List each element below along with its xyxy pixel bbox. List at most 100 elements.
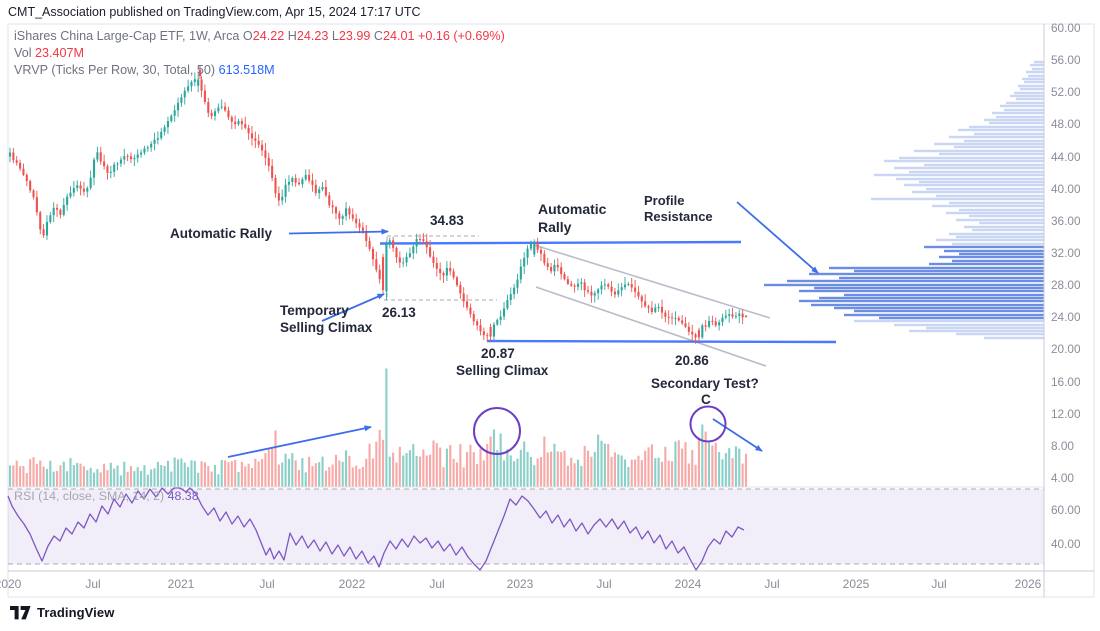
volume-bar: [311, 466, 314, 487]
candle-body: [368, 240, 371, 249]
candle-body: [392, 240, 395, 248]
volume-profile-row: [989, 121, 1044, 125]
candle-body: [183, 90, 186, 98]
volume-profile-row: [952, 242, 1044, 246]
volume-profile-row: [926, 326, 1044, 330]
candle-body: [583, 282, 586, 291]
candle-body: [29, 181, 32, 191]
candle-body: [311, 180, 314, 185]
volume-bar: [76, 462, 79, 487]
candle-body: [526, 248, 529, 258]
candle-body: [227, 110, 230, 118]
volume-bar: [106, 470, 109, 487]
volume-bar: [62, 461, 65, 487]
candle-body: [176, 102, 180, 111]
candle-body: [449, 267, 452, 272]
candle-body: [180, 97, 183, 103]
candle-body: [623, 284, 627, 288]
volume-bar: [509, 455, 512, 487]
candle-body: [12, 152, 15, 161]
volume-profile-row: [844, 313, 1044, 317]
volume-bar: [442, 467, 445, 487]
volume-bar: [200, 461, 203, 487]
volume-profile-row: [936, 194, 1044, 198]
volume-bar: [56, 471, 59, 487]
candle-body: [452, 271, 455, 278]
candle-body: [308, 174, 311, 181]
volume-bar: [486, 443, 489, 487]
tradingview-brand: TradingView: [37, 605, 115, 620]
candle-body: [556, 264, 559, 268]
volume-bar: [371, 458, 375, 487]
volume-bar: [66, 471, 69, 487]
volume-bar: [109, 462, 112, 487]
volume-profile-row: [954, 145, 1044, 149]
volume-bar: [623, 459, 627, 487]
candle-body: [143, 148, 146, 153]
candle-body: [718, 322, 721, 326]
volume-profile-row: [939, 152, 1044, 156]
volume-profile-row: [944, 249, 1044, 253]
volume-profile-row: [956, 218, 1044, 222]
candle-body: [207, 101, 210, 113]
candle-body: [234, 121, 237, 125]
volume-bar: [217, 474, 220, 487]
candle-body: [681, 320, 684, 324]
volume-bar: [546, 452, 549, 487]
candle-body: [62, 204, 65, 215]
candle-body: [213, 111, 217, 117]
candle-body: [42, 229, 45, 236]
volume-bar: [533, 465, 536, 487]
candle-body: [660, 307, 664, 313]
volume-bar: [133, 471, 136, 487]
candle-body: [150, 143, 153, 148]
candle-body: [22, 168, 25, 175]
tradingview-footer[interactable]: TradingView: [10, 605, 114, 620]
volume-profile-row: [874, 173, 1044, 177]
volume-profile-row: [854, 319, 1044, 323]
candle-body: [439, 268, 442, 273]
volume-bar: [738, 448, 741, 487]
candle-body: [412, 246, 415, 254]
candle-body: [684, 323, 687, 327]
volume-profile-row: [939, 255, 1044, 259]
candle-body: [59, 209, 62, 215]
volume-bar: [331, 464, 334, 487]
candle-body: [459, 285, 462, 294]
candle-body: [647, 306, 650, 308]
volume-bar: [381, 439, 385, 487]
candle-body: [126, 156, 129, 158]
volume-bar: [543, 436, 546, 487]
volume-profile-row: [811, 303, 1044, 307]
volume-bar: [439, 447, 442, 487]
volume-bar: [274, 430, 277, 487]
volume-profile-row: [969, 125, 1044, 129]
candle-body: [328, 195, 331, 206]
volume-bar: [701, 424, 704, 487]
volume-profile-row: [829, 266, 1044, 270]
volume-bar: [489, 436, 492, 487]
candle-body: [244, 124, 247, 128]
volume-bar: [385, 368, 388, 487]
candle-body: [170, 115, 173, 122]
volume-bar: [123, 461, 126, 487]
volume-profile-row: [959, 208, 1044, 212]
volume-bar: [160, 465, 163, 487]
volume-bar: [681, 448, 684, 487]
volume-highlight-circle: [689, 405, 727, 443]
volume-bar: [338, 460, 341, 487]
volume-bar: [506, 449, 509, 487]
volume-bar: [634, 459, 637, 487]
volume-bar: [156, 461, 159, 487]
volume-bar: [502, 460, 506, 487]
volume-bar: [294, 460, 297, 487]
volume-bar: [671, 461, 674, 487]
candle-body: [395, 247, 398, 258]
volume-profile-row: [949, 201, 1044, 205]
candle-body: [331, 205, 334, 208]
volume-profile-row: [969, 214, 1044, 218]
volume-bar: [637, 455, 640, 487]
candle-body: [210, 112, 213, 117]
volume-profile-row: [834, 306, 1044, 310]
